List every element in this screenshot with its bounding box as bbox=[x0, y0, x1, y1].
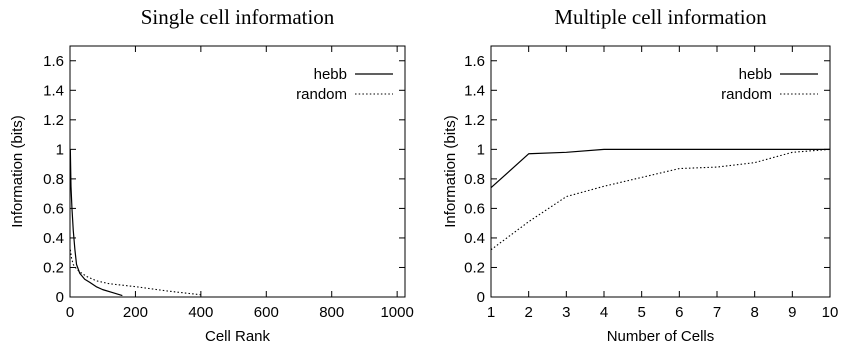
chart-1-legend-label-random: random bbox=[296, 86, 347, 103]
chart-1-x-tick-label: 800 bbox=[319, 304, 344, 321]
chart-2-x-tick-label: 9 bbox=[788, 304, 796, 321]
chart-1-y-axis-label: Information (bits) bbox=[9, 115, 26, 228]
chart-1-x-axis-label: Cell Rank bbox=[205, 328, 271, 345]
chart-2-y-tick-label: 0.6 bbox=[464, 200, 485, 217]
chart-2-x-tick-label: 10 bbox=[822, 304, 839, 321]
chart-1-y-tick-label: 0.8 bbox=[43, 171, 64, 188]
chart-2-series-hebb-line bbox=[490, 148, 830, 189]
chart-2-y-tick-label: 1.2 bbox=[464, 112, 485, 129]
chart-2-legend-label-random: random bbox=[721, 86, 772, 103]
chart-2-x-tick-label: 3 bbox=[562, 304, 570, 321]
chart-2-y-tick-label: 0 bbox=[477, 289, 485, 306]
chart-2-y-tick-label: 1.6 bbox=[464, 53, 485, 70]
chart-2-x-tick-label: 7 bbox=[713, 304, 721, 321]
chart-1-x-tick-label: 1000 bbox=[380, 304, 413, 321]
chart-2-plot-frame bbox=[490, 45, 831, 298]
chart-1-legend-label-hebb: hebb bbox=[314, 66, 347, 83]
chart-2-x-tick-label: 2 bbox=[524, 304, 532, 321]
chart-1-x-tick-label: 200 bbox=[123, 304, 148, 321]
chart-1-y-tick-label: 0.2 bbox=[43, 259, 64, 276]
chart-1-title: Single cell information bbox=[141, 5, 335, 29]
chart-2-y-tick-label: 0.4 bbox=[464, 230, 485, 247]
chart-2-x-axis-label: Number of Cells bbox=[607, 328, 715, 345]
chart-2-legend-label-hebb: hebb bbox=[739, 66, 772, 83]
chart-1-y-tick-label: 0 bbox=[56, 289, 64, 306]
chart-1-plot-frame bbox=[69, 45, 406, 298]
chart-2-x-tick-label: 8 bbox=[750, 304, 758, 321]
chart-2-title: Multiple cell information bbox=[554, 5, 767, 29]
chart-2-x-tick-label: 6 bbox=[675, 304, 683, 321]
chart-2-y-tick-label: 0.8 bbox=[464, 171, 485, 188]
chart-1-x-tick-label: 600 bbox=[254, 304, 279, 321]
chart-2-x-tick-label: 4 bbox=[600, 304, 608, 321]
chart-2-series-random-line bbox=[490, 148, 831, 251]
chart-1-y-tick-label: 0.6 bbox=[43, 200, 64, 217]
chart-1-y-tick-label: 1 bbox=[56, 141, 64, 158]
chart-1-series-hebb-line bbox=[69, 149, 123, 297]
chart-2-x-tick-label: 5 bbox=[637, 304, 645, 321]
chart-1-y-tick-label: 1.2 bbox=[43, 112, 64, 129]
chart-1-x-tick-label: 400 bbox=[188, 304, 213, 321]
chart-2-y-axis-label: Information (bits) bbox=[442, 115, 459, 228]
chart-1-series-random-line bbox=[69, 249, 201, 296]
chart-2-y-tick-label: 1 bbox=[477, 141, 485, 158]
chart-2-x-tick-label: 1 bbox=[487, 304, 495, 321]
chart-1-y-tick-label: 1.4 bbox=[43, 82, 64, 99]
chart-1-x-tick-label: 0 bbox=[66, 304, 74, 321]
chart-2-y-tick-label: 1.4 bbox=[464, 82, 485, 99]
chart-2-y-tick-label: 0.2 bbox=[464, 259, 485, 276]
chart-1-y-tick-label: 0.4 bbox=[43, 230, 64, 247]
chart-1-y-tick-label: 1.6 bbox=[43, 53, 64, 70]
